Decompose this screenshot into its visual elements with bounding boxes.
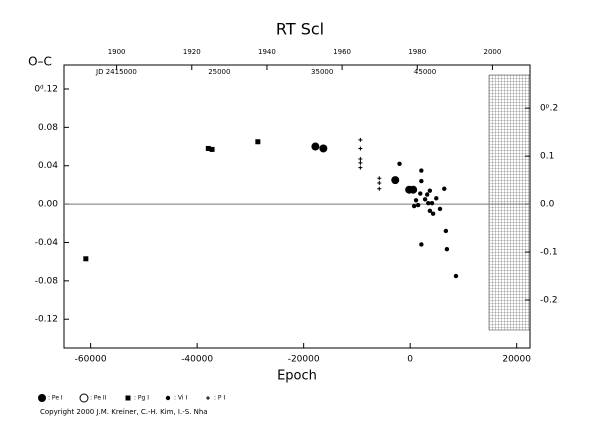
marker — [422, 197, 428, 202]
marker — [425, 192, 430, 197]
marker — [409, 185, 418, 194]
y2-tick-label: -0.1 — [540, 248, 558, 258]
marker — [444, 246, 450, 252]
legend-label: : P I — [214, 395, 225, 402]
marker — [419, 242, 424, 247]
marker — [429, 200, 435, 206]
x-tick-label: -20000 — [288, 355, 320, 365]
legend-marker — [165, 395, 171, 401]
plot-frame — [63, 64, 531, 349]
marker — [377, 176, 382, 181]
x-tick-label: -60000 — [75, 355, 107, 365]
legend-marker — [206, 396, 210, 400]
y2-tick-label: 0.1 — [540, 152, 554, 162]
y-tick-label: 0ᵈ.12 — [34, 84, 58, 94]
marker — [419, 178, 424, 184]
y2-tick-label: 0.0 — [540, 200, 555, 210]
marker — [311, 142, 320, 151]
chart-title: RT Scl — [276, 20, 324, 39]
copyright: Copyright 2000 J.M. Kreiner, C.-H. Kim, … — [40, 408, 208, 416]
y2-tick-label: 0ᵖ.2 — [540, 104, 558, 114]
marker — [255, 139, 261, 145]
marker — [377, 186, 382, 191]
y-tick-label: 0.00 — [38, 200, 58, 210]
marker — [358, 157, 363, 162]
marker — [415, 202, 421, 208]
legend-label: : Vi I — [174, 395, 187, 402]
y-tick-label: -0.12 — [35, 315, 58, 325]
y-tick-label: -0.08 — [35, 276, 59, 286]
legend-marker — [38, 394, 46, 402]
x2-tick-label: 2000 — [484, 48, 502, 56]
legend-marker — [125, 395, 131, 401]
marker — [427, 208, 433, 214]
legend-marker — [79, 393, 89, 403]
x-tick-label: -40000 — [181, 355, 213, 365]
marker — [397, 161, 402, 167]
marker — [427, 188, 433, 193]
marker — [319, 144, 328, 153]
legend-label: : Pg I — [134, 395, 149, 402]
x2-tick-label: 1980 — [408, 48, 426, 56]
legend-label: : Pe II — [90, 395, 107, 402]
jd-tick-label: JD 2415000 — [95, 68, 137, 76]
marker — [413, 198, 419, 203]
marker — [434, 196, 439, 201]
marker — [443, 228, 449, 234]
marker — [442, 186, 447, 191]
jd-tick-label: 35000 — [311, 68, 333, 76]
marker — [453, 273, 459, 279]
marker — [411, 203, 417, 209]
jd-tick-label: 45000 — [414, 68, 436, 76]
marker — [83, 256, 89, 262]
marker — [358, 165, 363, 170]
marker — [391, 176, 400, 185]
y-tick-label: -0.04 — [35, 238, 59, 248]
x2-tick-label: 1960 — [333, 48, 351, 56]
jd-tick-label: 25000 — [208, 68, 230, 76]
marker — [205, 145, 211, 151]
x-tick-label: 0 — [407, 355, 413, 365]
marker — [419, 168, 424, 173]
y-axis-label: O–C — [28, 55, 52, 69]
marker — [209, 146, 215, 152]
marker — [358, 160, 363, 165]
y-tick-label: 0.04 — [38, 161, 58, 171]
y2-tick-label: -0.2 — [540, 296, 558, 306]
x2-tick-label: 1900 — [108, 48, 126, 56]
hatched-region — [488, 74, 531, 331]
legend-label: : Pe I — [48, 395, 63, 402]
marker — [426, 200, 431, 206]
marker — [430, 211, 436, 216]
x2-tick-label: 1920 — [183, 48, 201, 56]
x-tick-label: 20000 — [502, 355, 531, 365]
marker — [358, 146, 363, 151]
marker — [358, 137, 363, 142]
marker — [377, 180, 382, 185]
y-tick-label: 0.08 — [38, 123, 58, 133]
marker — [437, 206, 443, 212]
marker — [418, 191, 423, 196]
x2-tick-label: 1940 — [258, 48, 276, 56]
x-axis-label: Epoch — [277, 369, 317, 384]
